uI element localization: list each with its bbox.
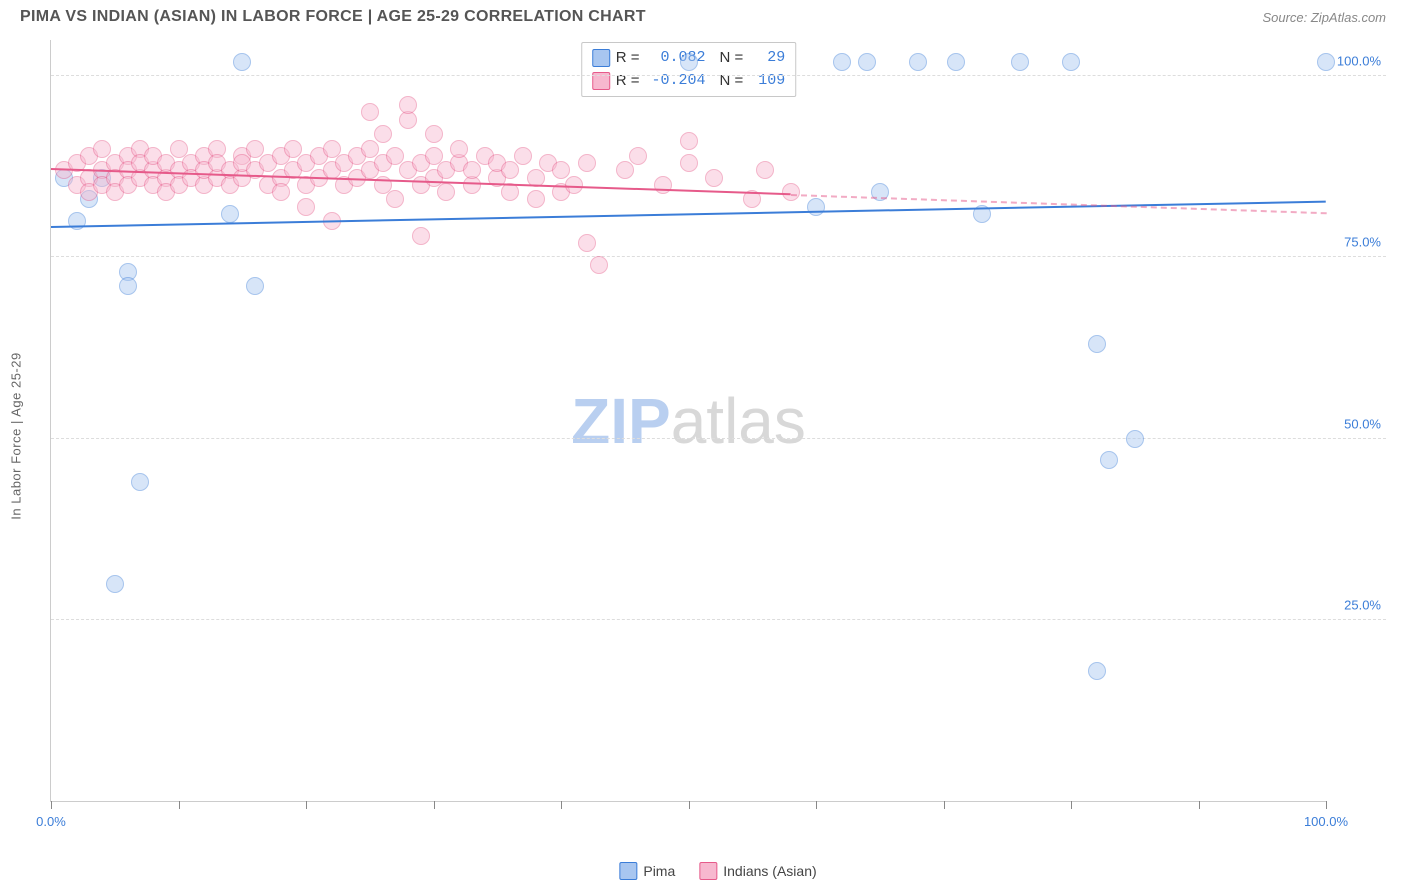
gridline-h: [51, 438, 1386, 439]
stat-n-value: 109: [749, 70, 785, 93]
stat-n-label: N =: [720, 47, 744, 70]
data-point: [437, 183, 455, 201]
x-tick-label: 100.0%: [1304, 814, 1348, 829]
data-point: [1088, 335, 1106, 353]
data-point: [361, 140, 379, 158]
data-point: [131, 473, 149, 491]
data-point: [106, 575, 124, 593]
x-tick: [434, 801, 435, 809]
data-point: [756, 161, 774, 179]
data-point: [425, 125, 443, 143]
legend-swatch: [699, 862, 717, 880]
chart-title: PIMA VS INDIAN (ASIAN) IN LABOR FORCE | …: [20, 8, 646, 26]
data-point: [170, 140, 188, 158]
data-point: [399, 96, 417, 114]
data-point: [386, 147, 404, 165]
stat-n-label: N =: [720, 70, 744, 93]
data-point: [501, 161, 519, 179]
stat-r-value: -0.204: [646, 70, 706, 93]
x-tick: [306, 801, 307, 809]
y-tick-label: 50.0%: [1331, 416, 1381, 431]
stat-n-value: 29: [749, 47, 785, 70]
data-point: [246, 277, 264, 295]
data-point: [680, 154, 698, 172]
watermark: ZIPatlas: [571, 384, 806, 458]
data-point: [361, 103, 379, 121]
data-point: [1317, 53, 1335, 71]
data-point: [233, 53, 251, 71]
data-point: [284, 140, 302, 158]
data-point: [514, 147, 532, 165]
data-point: [947, 53, 965, 71]
y-axis-label: In Labor Force | Age 25-29: [9, 352, 24, 519]
data-point: [1126, 430, 1144, 448]
data-point: [412, 227, 430, 245]
x-tick: [51, 801, 52, 809]
data-point: [705, 169, 723, 187]
x-tick: [816, 801, 817, 809]
x-tick: [1199, 801, 1200, 809]
data-point: [1100, 451, 1118, 469]
data-point: [246, 140, 264, 158]
gridline-h: [51, 75, 1386, 76]
data-point: [463, 161, 481, 179]
data-point: [680, 53, 698, 71]
gridline-h: [51, 256, 1386, 257]
stat-r-label: R =: [616, 47, 640, 70]
bottom-legend: Pima Indians (Asian): [619, 862, 816, 880]
x-tick: [1071, 801, 1072, 809]
data-point: [527, 190, 545, 208]
data-point: [552, 161, 570, 179]
data-point: [119, 277, 137, 295]
data-point: [221, 205, 239, 223]
x-tick: [689, 801, 690, 809]
data-point: [578, 154, 596, 172]
data-point: [1011, 53, 1029, 71]
y-tick-label: 75.0%: [1331, 235, 1381, 250]
stat-r-label: R =: [616, 70, 640, 93]
data-point: [1062, 53, 1080, 71]
x-tick: [561, 801, 562, 809]
data-point: [833, 53, 851, 71]
y-tick-label: 100.0%: [1331, 54, 1381, 69]
data-point: [858, 53, 876, 71]
x-tick: [179, 801, 180, 809]
source-text: Source: ZipAtlas.com: [1262, 10, 1386, 25]
gridline-h: [51, 619, 1386, 620]
data-point: [654, 176, 672, 194]
data-point: [909, 53, 927, 71]
data-point: [807, 198, 825, 216]
data-point: [680, 132, 698, 150]
data-point: [629, 147, 647, 165]
data-point: [374, 125, 392, 143]
data-point: [93, 140, 111, 158]
stats-row: R = -0.204 N =109: [592, 70, 786, 93]
data-point: [590, 256, 608, 274]
legend-swatch: [592, 49, 610, 67]
legend-swatch: [619, 862, 637, 880]
data-point: [616, 161, 634, 179]
y-tick-label: 25.0%: [1331, 597, 1381, 612]
scatter-plot-area: ZIPatlas R =0.082N =29R =-0.204N =109 25…: [50, 40, 1326, 802]
x-tick: [944, 801, 945, 809]
legend-label: Pima: [643, 863, 675, 879]
data-point: [323, 140, 341, 158]
legend-item: Pima: [619, 862, 675, 880]
legend-item: Indians (Asian): [699, 862, 816, 880]
data-point: [425, 147, 443, 165]
data-point: [297, 198, 315, 216]
x-tick: [1326, 801, 1327, 809]
data-point: [386, 190, 404, 208]
data-point: [272, 183, 290, 201]
data-point: [578, 234, 596, 252]
x-tick-label: 0.0%: [36, 814, 66, 829]
legend-label: Indians (Asian): [723, 863, 816, 879]
data-point: [450, 140, 468, 158]
data-point: [1088, 662, 1106, 680]
